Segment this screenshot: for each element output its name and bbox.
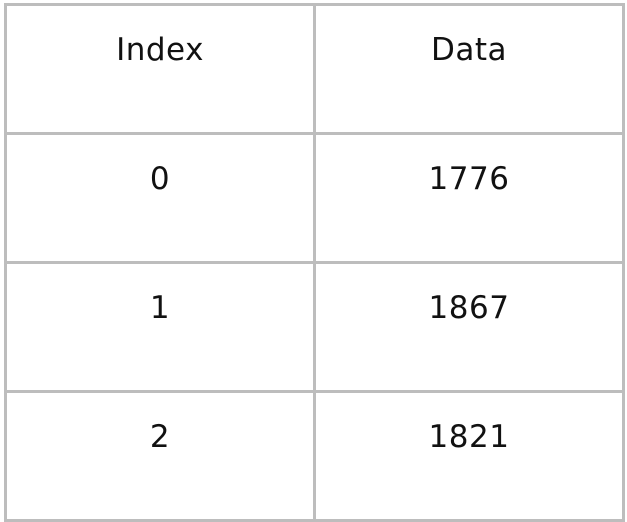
data-table: Index Data 0 1776 1 1867 2 1821 <box>4 3 625 522</box>
index-cell: 1 <box>4 261 316 393</box>
header-row: Index Data <box>4 3 625 135</box>
table-row: 0 1776 <box>4 132 625 264</box>
data-cell: 1776 <box>313 132 625 264</box>
index-cell: 0 <box>4 132 316 264</box>
table-row: 2 1821 <box>4 390 625 522</box>
header-cell-data: Data <box>313 3 625 135</box>
header-cell-index: Index <box>4 3 316 135</box>
data-cell: 1867 <box>313 261 625 393</box>
table-row: 1 1867 <box>4 261 625 393</box>
data-cell: 1821 <box>313 390 625 522</box>
index-cell: 2 <box>4 390 316 522</box>
